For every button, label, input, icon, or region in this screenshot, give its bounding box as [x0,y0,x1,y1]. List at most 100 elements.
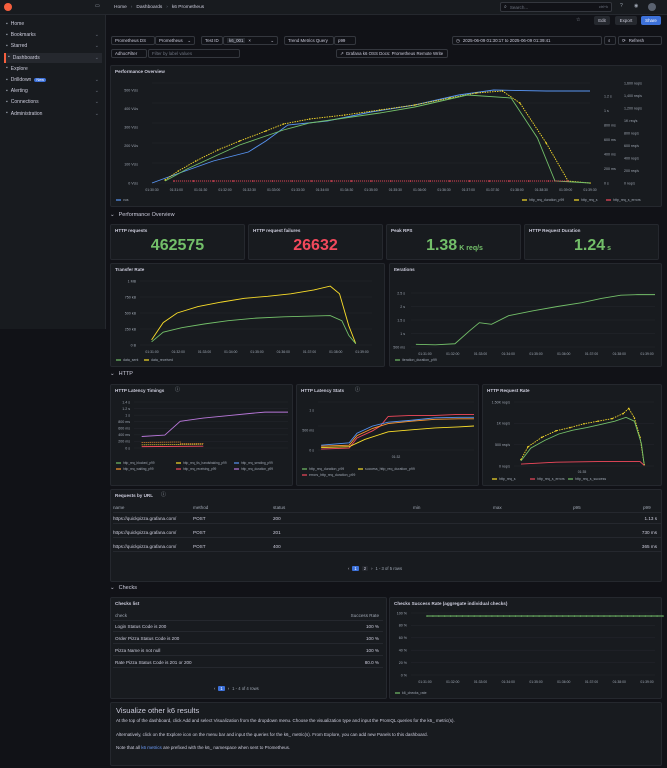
var-trend-select[interactable]: p99 [334,36,356,45]
next-page-icon[interactable]: › [227,686,230,691]
row-checks[interactable]: ⌄ Checks [110,585,137,591]
http-req-s-errors-point [271,180,274,182]
column-header[interactable]: p99 [643,505,651,510]
share-button[interactable]: Share [641,16,661,25]
info-icon[interactable]: ⓘ [161,492,167,498]
http-req-duration-p99-point [519,102,521,104]
sidebar-item-explore[interactable]: ▪ Explore [4,64,102,74]
chevron-down-icon[interactable]: ⌄ [94,32,99,39]
sidebar-item-home[interactable]: ▪ Home [4,19,102,29]
legend-item: http_req_s [581,198,598,202]
var-testid-select[interactable]: k6_001 × ⌄ [223,36,278,45]
panel-title: Requests by URL [115,493,154,498]
page-button[interactable]: 1 [352,566,359,571]
chevron-down-icon[interactable]: ⌄ [94,77,99,83]
close-icon[interactable]: × [248,38,251,43]
y-tick-label: 60 % [399,636,408,640]
y-tick-label: 2.5 s [397,291,405,295]
http-req-s-errors-point [232,180,234,182]
x-tick-label: 01:38:00 [613,352,626,356]
column-header[interactable]: status [273,505,286,510]
y-tick-label: 1K req/s [624,119,638,123]
sidebar-item-connections[interactable]: ▪ Connections ⌄ [4,97,102,107]
legend-item: errors_http_req_duration_p99 [309,473,355,477]
adhoc-filter-input[interactable]: Filter by label values [148,49,240,58]
x-tick-label: 01:38:00 [329,350,342,354]
y-tick-label: 200 ms [118,440,130,444]
info-icon[interactable]: ⓘ [175,387,181,393]
x-tick-label: 01:39:30 [583,188,596,192]
k6-checks-rate-point [626,615,629,617]
y-tick-label: 600 ms [118,427,130,431]
star-icon[interactable]: ☆ [576,17,581,23]
column-header[interactable]: method [193,505,209,510]
cell-name: https://quickpizza.grafana.com/ [113,544,177,549]
k6-checks-rate-point [443,615,446,617]
edit-button[interactable]: Edit [594,16,610,25]
help-icon[interactable]: ? [620,3,623,9]
y-tick-label: 400 ms [118,433,130,437]
sidebar-item-administration[interactable]: ▪ Administration ⌄ [4,109,102,119]
plug-icon: ▪ [6,98,8,105]
search-input[interactable]: ⌕ Search... ctrl+k [500,2,612,12]
x-tick-label: 01:37:00 [303,350,316,354]
breadcrumb-dashboards[interactable]: Dashboards [136,5,163,10]
new-badge: New [34,78,46,82]
sidebar-item-drilldown[interactable]: ▪ Drilldown New ⌄ [4,75,102,85]
visualize-title: Visualize other k6 results [116,706,200,715]
grafana-logo-icon[interactable] [4,3,12,11]
docs-link[interactable]: ↗ Grafana k6 OSS Docs: Prometheus Remote … [336,49,448,58]
zoom-out-button[interactable]: ⌕ [604,36,616,45]
chevron-down-icon[interactable]: ⌄ [94,43,99,50]
errors-http-req-duration-p99-series [321,414,474,450]
x-tick-label: 01:39:00 [640,680,653,684]
prev-page-icon[interactable]: ‹ [214,686,216,691]
cell-check: Order Pizza Status Code is 200 [115,636,180,641]
column-header[interactable]: Success Rate [350,613,379,618]
sidebar-item-starred[interactable]: ▪ Starred ⌄ [4,41,102,51]
next-page-icon[interactable]: › [371,566,373,571]
row-http[interactable]: ⌄ HTTP [110,371,133,377]
stat-panel: HTTP Request Duration 1.24 s [524,224,659,260]
x-tick-label: 01:38:30 [535,188,548,192]
column-header[interactable]: check [115,613,128,618]
k6-checks-rate-point [632,615,635,617]
info-icon[interactable]: ⓘ [355,387,361,393]
news-icon[interactable]: ◉ [634,3,639,9]
panel-title: Checks list [115,601,140,606]
column-header[interactable]: max [493,505,502,510]
chevron-down-icon[interactable]: ⌄ [94,54,99,61]
var-datasource-select[interactable]: Prometheus ⌄ [155,36,195,45]
cell-check: Login Status Code is 200 [115,624,167,629]
avatar[interactable] [648,3,656,11]
page-button[interactable]: 2 [361,566,369,571]
pagination: ‹ 1 › 1 - 4 of 4 rows [214,686,259,691]
table-header-row: name method status min max p95 p99 [113,502,661,513]
chevron-down-icon[interactable]: ⌄ [94,88,99,95]
y-tick-label: 300 VUs [124,126,138,130]
time-picker[interactable]: ◷ 2025-06-09 01:30:17 to 2025-06-09 01:39… [452,36,602,45]
k6-checks-rate-point [497,615,499,617]
page-button[interactable]: 1 [218,686,225,691]
cell-success-rate: 100 % [365,636,379,641]
row-performance-overview[interactable]: ⌄ Performance Overview [110,212,175,218]
cell-success-rate: 80.0 % [364,660,379,665]
stat-value-group: 462575 [111,237,246,255]
x-tick-label: 01:31:00 [170,188,183,192]
sidebar-item-dashboards[interactable]: ▪ Dashboards ⌄ [4,52,102,63]
sidebar-toggle-icon[interactable]: ▭ [95,3,100,9]
column-header[interactable]: min [413,505,421,510]
breadcrumb-home[interactable]: Home [114,5,127,10]
column-header[interactable]: p95 [573,505,581,510]
column-header[interactable]: name [113,505,125,510]
sidebar-item-bookmarks[interactable]: ▪ Bookmarks ⌄ [4,30,102,40]
x-tick-label: 01:32:00 [218,188,231,192]
refresh-button[interactable]: ⟳ Refresh [618,36,662,45]
prev-page-icon[interactable]: ‹ [348,566,350,571]
chevron-down-icon[interactable]: ⌄ [94,110,99,117]
k6-metrics-link[interactable]: k6 metrics [141,745,162,750]
chevron-down-icon[interactable]: ⌄ [94,99,99,106]
sidebar-item-alerting[interactable]: ▪ Alerting ⌄ [4,86,102,96]
export-button[interactable]: Export [615,16,637,25]
k6-checks-rate-point [426,615,428,617]
